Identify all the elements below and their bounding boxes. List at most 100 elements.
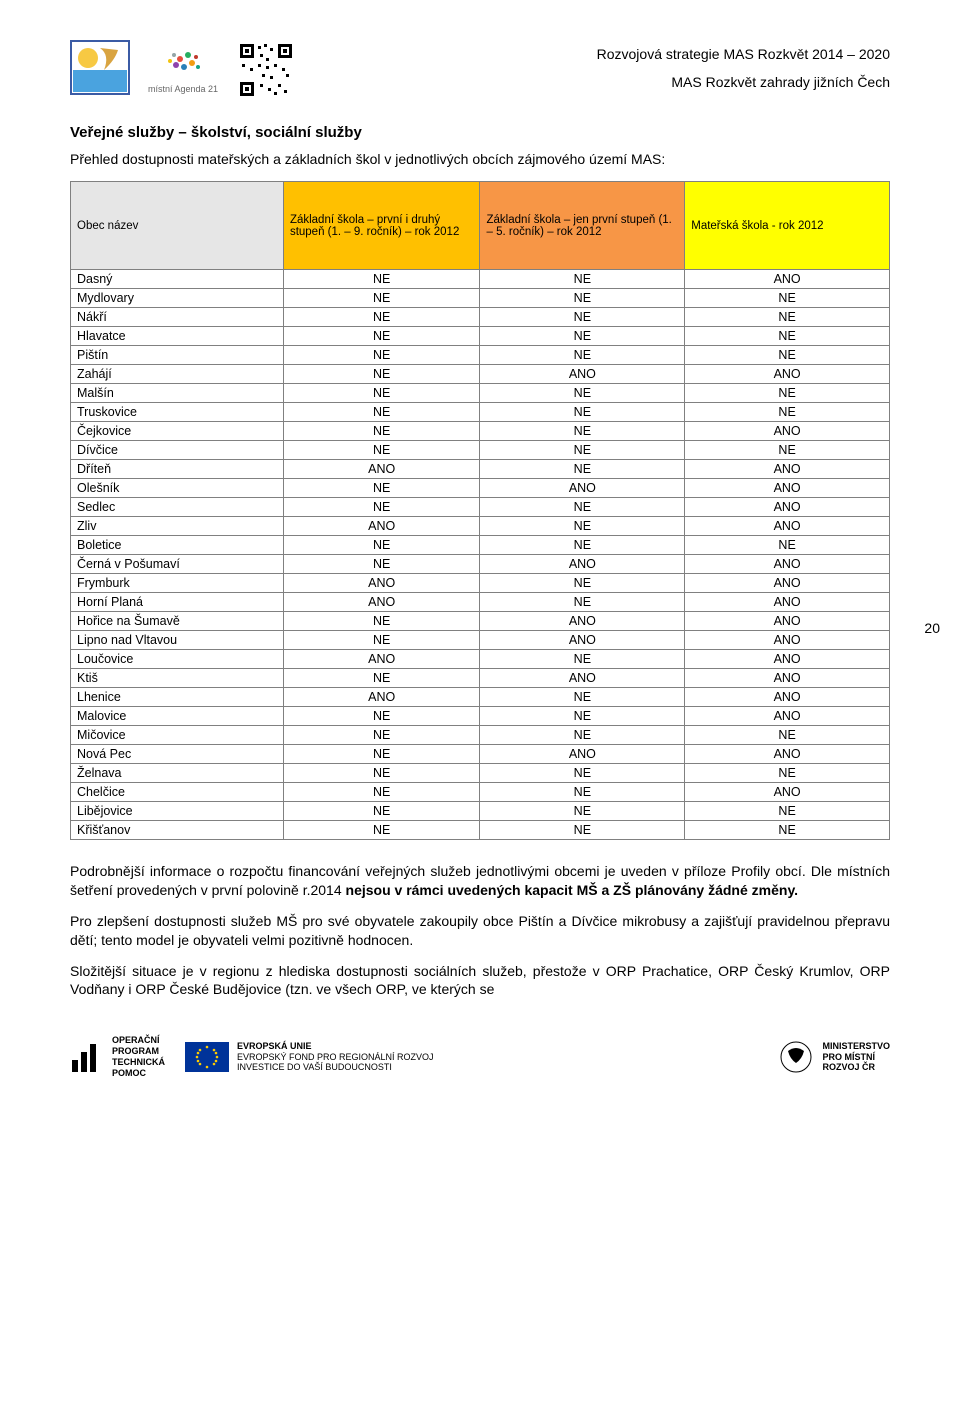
th-obec: Obec název [71, 182, 284, 270]
header-line2: MAS Rozkvět zahrady jižních Čech [597, 68, 890, 96]
cell-value: ANO [480, 365, 685, 384]
cell-value: NE [480, 764, 685, 783]
intro-text: Přehled dostupnosti mateřských a základn… [70, 151, 890, 167]
cell-value: NE [283, 707, 480, 726]
cell-value: NE [283, 365, 480, 384]
cell-value: ANO [685, 365, 890, 384]
f1-l2: PROGRAM [112, 1046, 165, 1057]
cell-value: ANO [685, 631, 890, 650]
cell-name: Želnava [71, 764, 284, 783]
table-row: Horní PlanáANONEANO [71, 593, 890, 612]
cell-value: ANO [283, 517, 480, 536]
schools-table: Obec název Základní škola – první i druh… [70, 181, 890, 840]
cell-value: ANO [685, 460, 890, 479]
cell-name: Čejkovice [71, 422, 284, 441]
table-row: Černá v PošumavíNEANOANO [71, 555, 890, 574]
cell-value: NE [480, 384, 685, 403]
cell-value: NE [283, 441, 480, 460]
cell-value: NE [685, 346, 890, 365]
cell-value: ANO [685, 479, 890, 498]
cell-value: NE [480, 308, 685, 327]
cell-value: NE [685, 441, 890, 460]
cell-name: Pištín [71, 346, 284, 365]
table-row: ŽelnavaNENENE [71, 764, 890, 783]
cell-value: ANO [480, 479, 685, 498]
cell-value: ANO [685, 422, 890, 441]
cell-name: Olešník [71, 479, 284, 498]
paragraph-3: Složitější situace je v regionu z hledis… [70, 962, 890, 1000]
cell-value: NE [685, 403, 890, 422]
table-row: DasnýNENEANO [71, 270, 890, 289]
f3-l3: ROZVOJ ČR [822, 1062, 890, 1073]
cell-value: ANO [685, 650, 890, 669]
cell-value: ANO [685, 270, 890, 289]
cell-value: ANO [283, 593, 480, 612]
f3-l1: MINISTERSTVO [822, 1041, 890, 1052]
cell-name: Ktiš [71, 669, 284, 688]
cell-value: NE [283, 327, 480, 346]
cell-name: Černá v Pošumaví [71, 555, 284, 574]
cell-value: ANO [685, 745, 890, 764]
cell-value: NE [685, 327, 890, 346]
header-right: Rozvojová strategie MAS Rozkvět 2014 – 2… [597, 40, 890, 96]
table-row: TruskoviceNENENE [71, 403, 890, 422]
cell-name: Libějovice [71, 802, 284, 821]
cell-name: Lipno nad Vltavou [71, 631, 284, 650]
cell-value: NE [283, 479, 480, 498]
cell-value: NE [480, 422, 685, 441]
cell-value: ANO [685, 517, 890, 536]
cell-name: Chelčice [71, 783, 284, 802]
page-number: 20 [924, 620, 940, 636]
cell-value: ANO [685, 612, 890, 631]
f1-l1: OPERAČNÍ [112, 1035, 165, 1046]
cell-value: NE [283, 403, 480, 422]
th-zs-full: Základní škola – první i druhý stupeň (1… [283, 182, 480, 270]
cell-value: NE [480, 289, 685, 308]
table-row: HlavatceNENENE [71, 327, 890, 346]
cell-value: NE [685, 384, 890, 403]
cell-value: NE [283, 802, 480, 821]
cell-name: Nákří [71, 308, 284, 327]
footer-mmr: MINISTERSTVO PRO MÍSTNÍ ROZVOJ ČR [778, 1039, 890, 1075]
table-row: LibějoviceNENENE [71, 802, 890, 821]
cell-value: NE [283, 308, 480, 327]
bars-icon [70, 1040, 104, 1074]
table-row: OlešníkNEANOANO [71, 479, 890, 498]
table-row: Lipno nad VltavouNEANOANO [71, 631, 890, 650]
cell-name: Mičovice [71, 726, 284, 745]
cell-name: Loučovice [71, 650, 284, 669]
table-row: DříteňANONEANO [71, 460, 890, 479]
cell-value: NE [685, 289, 890, 308]
cell-value: ANO [480, 612, 685, 631]
cell-value: ANO [685, 498, 890, 517]
cell-value: NE [685, 821, 890, 840]
agenda-label: místní Agenda 21 [148, 84, 218, 94]
f1-l3: TECHNICKÁ [112, 1057, 165, 1068]
cell-value: NE [480, 650, 685, 669]
table-row: KtišNEANOANO [71, 669, 890, 688]
cell-value: ANO [283, 460, 480, 479]
cell-value: NE [480, 517, 685, 536]
qr-code [236, 40, 296, 95]
f2-l1: EVROPSKÁ UNIE [237, 1041, 434, 1052]
cell-value: NE [283, 555, 480, 574]
cell-value: NE [685, 726, 890, 745]
table-row: LheniceANONEANO [71, 688, 890, 707]
cell-name: Boletice [71, 536, 284, 555]
table-row: MydlovaryNENENE [71, 289, 890, 308]
cell-value: NE [480, 574, 685, 593]
table-row: MaloviceNENEANO [71, 707, 890, 726]
cell-name: Horní Planá [71, 593, 284, 612]
cell-value: NE [480, 726, 685, 745]
cell-value: NE [283, 612, 480, 631]
paragraph-2: Pro zlepšení dostupnosti služeb MŠ pro s… [70, 912, 890, 950]
p1-b: nejsou v rámci uvedených kapacit MŠ a ZŠ… [346, 882, 799, 898]
table-row: ČejkoviceNENEANO [71, 422, 890, 441]
cell-name: Dasný [71, 270, 284, 289]
cell-value: NE [685, 802, 890, 821]
cell-value: NE [283, 745, 480, 764]
cell-value: ANO [480, 745, 685, 764]
table-row: KřišťanovNENENE [71, 821, 890, 840]
table-row: Hořice na ŠumavěNEANOANO [71, 612, 890, 631]
cell-value: NE [283, 422, 480, 441]
